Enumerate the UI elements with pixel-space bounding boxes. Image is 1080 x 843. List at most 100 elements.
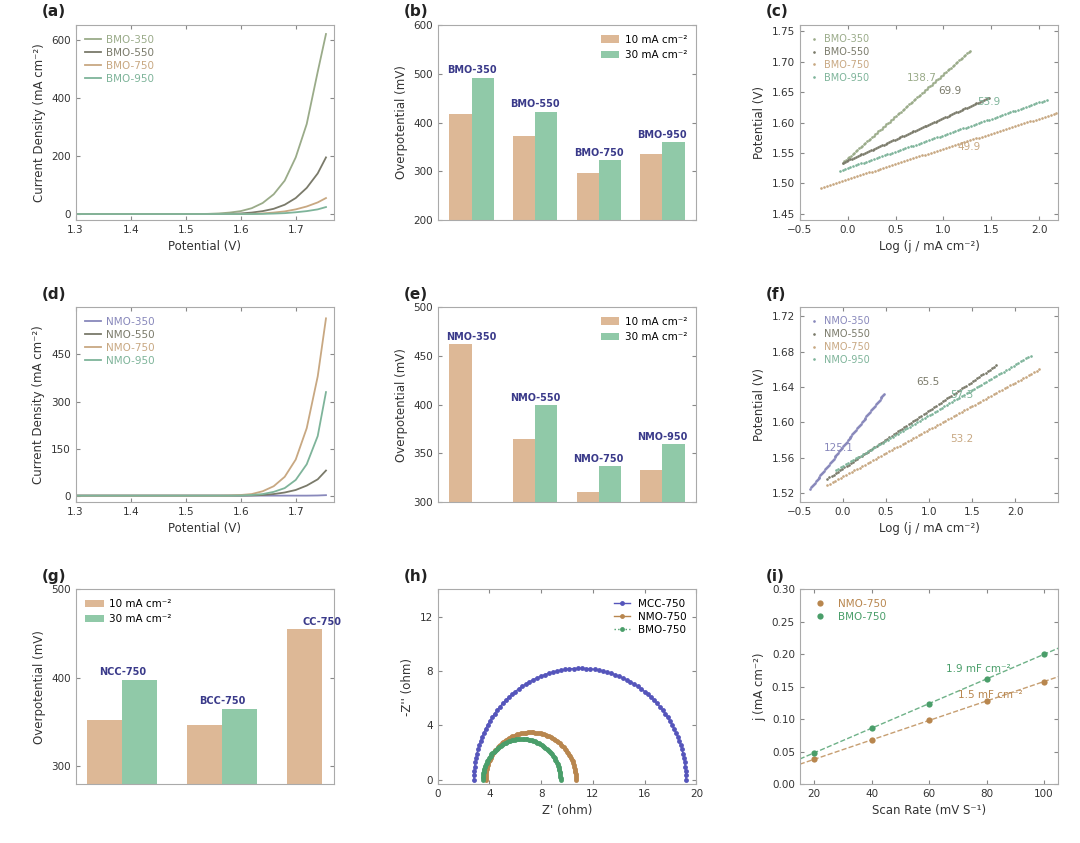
BMO-350 bbox=[320, 29, 333, 39]
Bar bbox=[513, 136, 536, 220]
BMO-550 bbox=[936, 113, 949, 123]
NMO-750 bbox=[96, 491, 109, 501]
BMO-750 bbox=[814, 183, 827, 193]
BMO-550 bbox=[256, 206, 269, 216]
NMO-550 bbox=[96, 491, 109, 501]
NMO-750 bbox=[124, 491, 137, 501]
BMO-950 bbox=[834, 165, 847, 175]
NMO-550 bbox=[279, 487, 292, 497]
NMO-350 bbox=[96, 491, 109, 501]
Text: (h): (h) bbox=[404, 569, 429, 583]
NMO-550 bbox=[311, 475, 324, 485]
BMO-950 bbox=[926, 134, 939, 144]
NMO-750 bbox=[524, 728, 537, 738]
BMO-750 bbox=[967, 134, 980, 144]
NMO-950 bbox=[945, 397, 958, 407]
Bar bbox=[472, 78, 494, 220]
NMO-950 bbox=[311, 431, 324, 441]
NMO-750 bbox=[179, 491, 192, 501]
Line: BMO-750: BMO-750 bbox=[481, 737, 563, 782]
Text: (i): (i) bbox=[766, 569, 785, 583]
MCC-750 bbox=[635, 684, 648, 694]
NMO-550 bbox=[821, 474, 834, 484]
BMO-750 bbox=[256, 208, 269, 218]
BMO-750 bbox=[245, 209, 258, 219]
BMO-950 bbox=[967, 120, 980, 130]
NMO-750 bbox=[915, 429, 928, 439]
X-axis label: Potential (V): Potential (V) bbox=[168, 240, 242, 253]
Text: (d): (d) bbox=[42, 287, 67, 302]
NMO-550 bbox=[212, 491, 225, 501]
BMO-750 bbox=[980, 674, 993, 684]
BMO-550 bbox=[300, 183, 313, 193]
NMO-550 bbox=[168, 491, 181, 501]
BMO-750 bbox=[958, 137, 971, 148]
Text: NMO-750: NMO-750 bbox=[573, 454, 624, 464]
NMO-750 bbox=[539, 730, 552, 740]
BMO-750 bbox=[311, 197, 324, 207]
NMO-950 bbox=[212, 491, 225, 501]
NMO-350 bbox=[69, 491, 82, 501]
Text: (e): (e) bbox=[404, 287, 428, 302]
Legend: 10 mA cm⁻², 30 mA cm⁻²: 10 mA cm⁻², 30 mA cm⁻² bbox=[81, 594, 175, 628]
BMO-950 bbox=[190, 209, 203, 219]
NMO-950 bbox=[151, 491, 164, 501]
NMO-750 bbox=[256, 486, 269, 497]
NMO-350 bbox=[849, 426, 862, 436]
BMO-550 bbox=[151, 209, 164, 219]
NMO-950 bbox=[267, 486, 280, 497]
NMO-750 bbox=[980, 696, 993, 706]
BMO-350 bbox=[96, 209, 109, 219]
BMO-950 bbox=[69, 209, 82, 219]
BMO-950 bbox=[311, 204, 324, 214]
MCC-750 bbox=[554, 665, 567, 675]
Line: BMO-350: BMO-350 bbox=[76, 34, 326, 214]
BMO-750 bbox=[212, 209, 225, 219]
BMO-750 bbox=[919, 149, 932, 159]
BMO-550 bbox=[923, 119, 936, 129]
Bar bbox=[662, 142, 685, 220]
BMO-750 bbox=[476, 775, 489, 785]
Line: NMO-950: NMO-950 bbox=[76, 392, 326, 496]
NMO-750 bbox=[300, 423, 313, 433]
BMO-750 bbox=[865, 723, 878, 733]
BMO-550 bbox=[245, 207, 258, 217]
BMO-950 bbox=[224, 209, 237, 219]
NMO-350 bbox=[234, 491, 247, 501]
Line: NMO-550: NMO-550 bbox=[826, 364, 998, 481]
BMO-350 bbox=[69, 209, 82, 219]
Bar bbox=[122, 679, 158, 784]
Bar bbox=[513, 438, 536, 502]
NMO-950 bbox=[962, 387, 975, 397]
Y-axis label: Overpotential (mV): Overpotential (mV) bbox=[32, 630, 45, 744]
NMO-350 bbox=[854, 419, 867, 429]
BMO-950 bbox=[124, 209, 137, 219]
NMO-950 bbox=[300, 459, 313, 470]
Line: BMO-750: BMO-750 bbox=[811, 651, 1048, 756]
BMO-550 bbox=[931, 115, 944, 126]
BMO-550 bbox=[320, 153, 333, 163]
NMO-750 bbox=[69, 491, 82, 501]
NMO-750 bbox=[808, 754, 821, 765]
BMO-750 bbox=[552, 762, 565, 772]
Line: BMO-950: BMO-950 bbox=[76, 207, 326, 214]
NMO-750 bbox=[267, 481, 280, 491]
NMO-750 bbox=[151, 491, 164, 501]
BMO-950 bbox=[1040, 94, 1053, 105]
Text: NMO-350: NMO-350 bbox=[446, 332, 497, 342]
Text: BMO-750: BMO-750 bbox=[573, 148, 623, 158]
NMO-550 bbox=[971, 373, 984, 384]
Bar bbox=[598, 466, 621, 502]
MCC-750 bbox=[612, 671, 625, 681]
NMO-350 bbox=[245, 491, 258, 501]
Line: BMO-350: BMO-350 bbox=[841, 49, 972, 164]
BMO-350 bbox=[289, 153, 302, 163]
NMO-350 bbox=[179, 491, 192, 501]
NMO-550 bbox=[201, 491, 214, 501]
Text: 138.7: 138.7 bbox=[907, 73, 937, 83]
BMO-950 bbox=[256, 209, 269, 219]
NMO-950 bbox=[948, 395, 961, 405]
BMO-950 bbox=[151, 209, 164, 219]
Legend: NMO-350, NMO-550, NMO-750, NMO-950: NMO-350, NMO-550, NMO-750, NMO-950 bbox=[81, 313, 159, 370]
NMO-550 bbox=[923, 405, 936, 415]
